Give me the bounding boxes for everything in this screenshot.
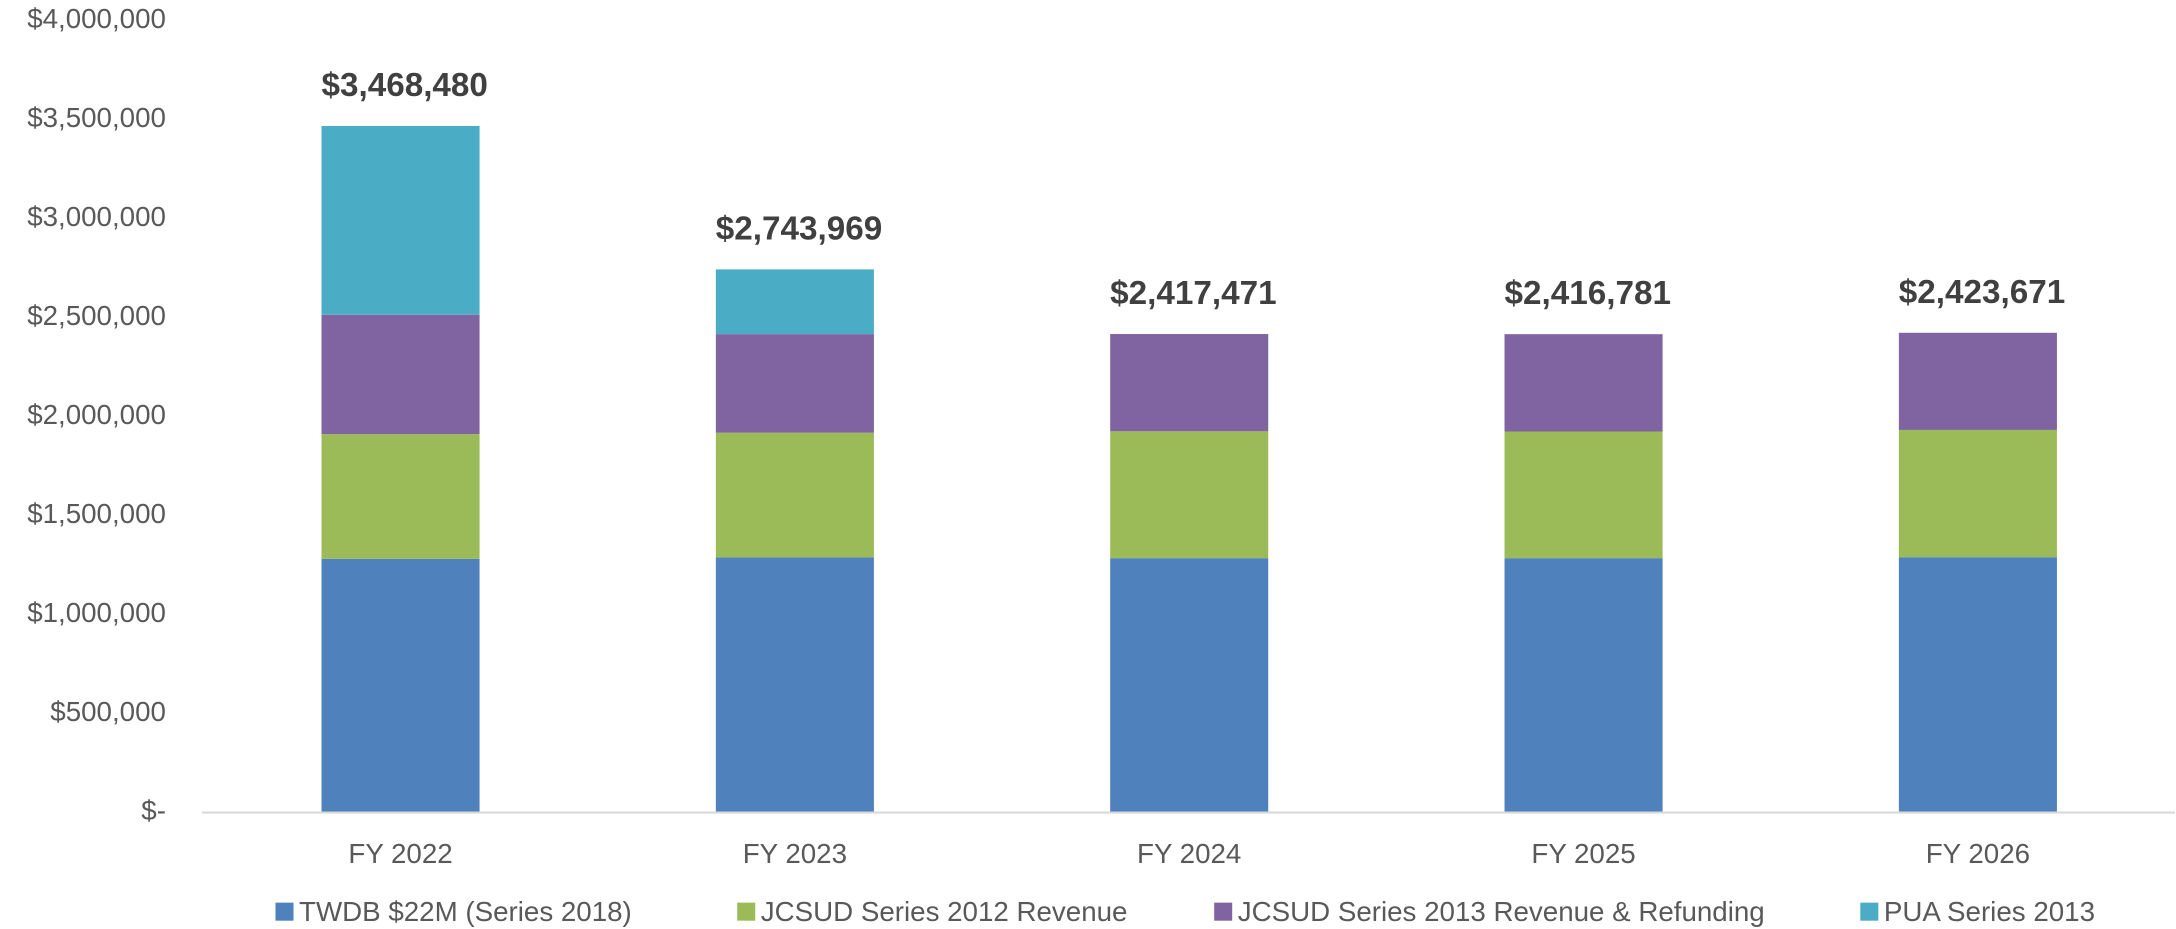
bar-segment — [1110, 334, 1269, 432]
x-tick-label: FY 2023 — [743, 838, 847, 869]
bar-segment — [1898, 332, 2057, 430]
bar-segment — [715, 432, 874, 558]
y-tick-label: $2,000,000 — [27, 399, 166, 430]
legend-label: TWDB $22M (Series 2018) — [299, 896, 632, 927]
y-tick-label: $- — [141, 795, 166, 826]
bar-segment — [321, 126, 480, 315]
total-label: $2,743,969 — [716, 210, 883, 247]
legend-swatch — [1214, 902, 1233, 921]
bar-segment — [715, 334, 874, 433]
bar-segment — [1504, 431, 1663, 559]
x-tick-label: FY 2022 — [348, 838, 452, 869]
legend-label: JCSUD Series 2012 Revenue — [761, 896, 1128, 927]
legend-swatch — [275, 902, 294, 921]
x-tick-label: FY 2024 — [1137, 838, 1241, 869]
bar-segment — [321, 558, 480, 813]
y-tick-label: $3,500,000 — [27, 102, 166, 133]
legend-label: PUA Series 2013 — [1884, 896, 2095, 927]
y-tick-label: $500,000 — [50, 696, 166, 727]
y-tick-label: $3,000,000 — [27, 201, 166, 232]
y-tick-label: $2,500,000 — [27, 300, 166, 331]
bar-segment — [1504, 334, 1663, 432]
bar-segment — [715, 557, 874, 813]
total-label: $2,416,781 — [1504, 275, 1670, 312]
legend-swatch — [737, 902, 756, 921]
x-tick-label: FY 2025 — [1531, 838, 1635, 869]
y-tick-label: $1,000,000 — [27, 597, 166, 628]
bar-segment — [1898, 557, 2057, 813]
bar-segment — [715, 269, 874, 335]
bar-segment — [1110, 431, 1269, 559]
bar-segment — [1110, 558, 1269, 813]
bar-segment — [1898, 429, 2057, 558]
x-tick-label: FY 2026 — [1926, 838, 2030, 869]
legend-label: JCSUD Series 2013 Revenue & Refunding — [1238, 896, 1765, 927]
total-label: $2,417,471 — [1110, 275, 1277, 312]
bar-segment — [1504, 558, 1663, 813]
total-label: $2,423,671 — [1899, 274, 2065, 311]
bar-segment — [321, 314, 480, 435]
legend-swatch — [1860, 902, 1879, 921]
bar-segment — [321, 434, 480, 559]
total-label: $3,468,480 — [321, 67, 488, 104]
y-tick-label: $4,000,000 — [27, 3, 166, 34]
y-tick-label: $1,500,000 — [27, 498, 166, 529]
